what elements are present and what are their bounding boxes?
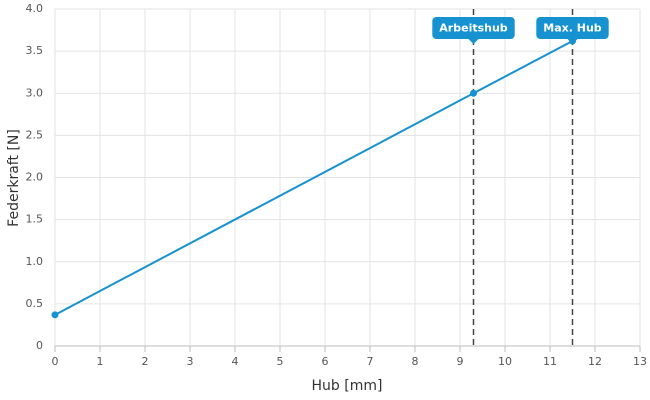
x-tick-label: 13 bbox=[633, 355, 647, 368]
x-tick-label: 2 bbox=[142, 355, 149, 368]
y-tick-label: 0.5 bbox=[26, 297, 44, 310]
x-tick-label: 4 bbox=[232, 355, 239, 368]
data-point bbox=[470, 89, 477, 97]
x-tick-label: 0 bbox=[52, 355, 59, 368]
x-tick-label: 11 bbox=[543, 355, 557, 368]
x-tick-label: 10 bbox=[498, 355, 512, 368]
x-axis-title: Hub [mm] bbox=[312, 378, 383, 394]
badge-pointer bbox=[468, 39, 479, 44]
y-tick-label: 2.0 bbox=[26, 171, 44, 184]
y-tick-label: 2.5 bbox=[26, 128, 44, 141]
annotation-label: Max. Hub bbox=[543, 22, 602, 35]
annotation-badge: Arbeitshub bbox=[432, 17, 515, 44]
y-tick-label: 0 bbox=[36, 339, 43, 352]
y-tick-label: 1.0 bbox=[26, 255, 44, 268]
x-tick-label: 9 bbox=[457, 355, 464, 368]
x-tick-label: 1 bbox=[97, 355, 104, 368]
badge-box bbox=[432, 17, 515, 39]
x-tick-label: 3 bbox=[187, 355, 194, 368]
x-tick-label: 12 bbox=[588, 355, 602, 368]
y-tick-label: 3.0 bbox=[26, 86, 44, 99]
x-tick-label: 6 bbox=[322, 355, 329, 368]
badge-box bbox=[536, 17, 609, 39]
x-tick-label: 7 bbox=[367, 355, 374, 368]
y-axis-title: Federkraft [N] bbox=[6, 129, 22, 227]
y-tick-label: 4.0 bbox=[26, 2, 44, 15]
y-tick-label: 1.5 bbox=[26, 213, 44, 226]
x-tick-label: 5 bbox=[277, 355, 284, 368]
y-tick-label: 3.5 bbox=[26, 44, 44, 57]
data-point bbox=[51, 311, 59, 319]
x-tick-label: 8 bbox=[412, 355, 419, 368]
annotation-label: Arbeitshub bbox=[439, 22, 508, 35]
badge-pointer bbox=[567, 39, 578, 44]
annotation-badge: Max. Hub bbox=[536, 17, 609, 44]
